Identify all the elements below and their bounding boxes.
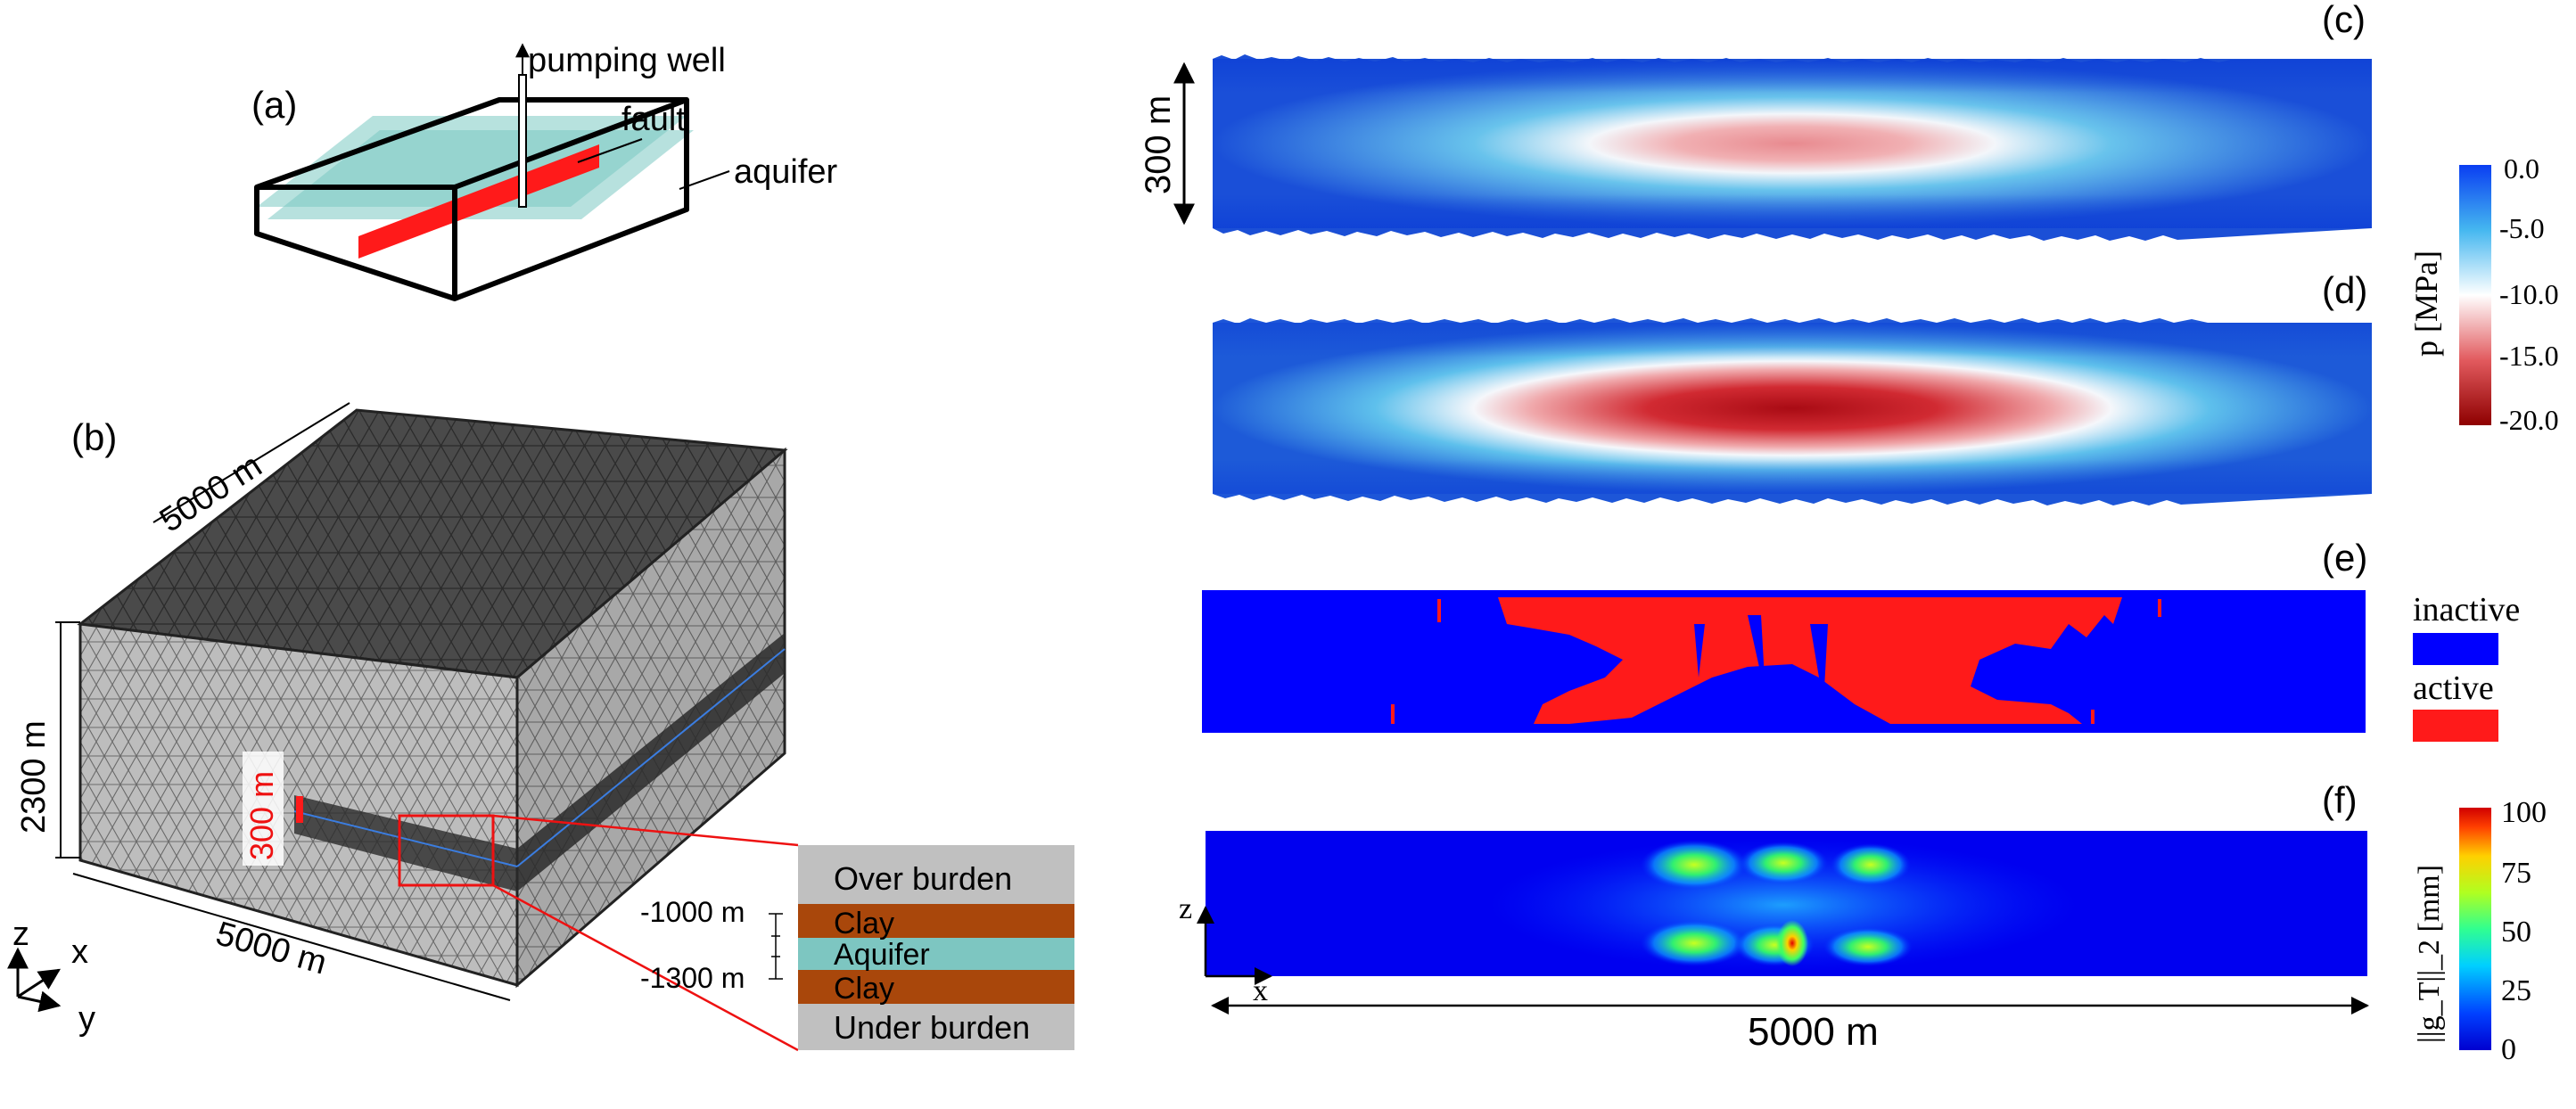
fault-leader-line bbox=[577, 138, 643, 163]
axis-triad bbox=[6, 947, 62, 1013]
pressure-tick-0: 0.0 bbox=[2504, 152, 2539, 185]
panel-f: (f) z x 5000 m bbox=[1179, 779, 2369, 1054]
slip-blob-4 bbox=[1641, 920, 1748, 966]
axis-z-label-f: z bbox=[1179, 892, 1192, 925]
slip-tick-2: 50 bbox=[2501, 916, 2531, 949]
pressure-colorbar-title: p [MPa] bbox=[2408, 251, 2444, 357]
legend-inactive-label: inactive bbox=[2413, 591, 2520, 628]
layer-label-underburden: Under burden bbox=[834, 1009, 1030, 1046]
layer-clay-bottom bbox=[798, 970, 1074, 1004]
layer-label-overburden: Over burden bbox=[834, 860, 1012, 897]
active-spike-3 bbox=[1391, 704, 1395, 724]
aquifer-leader-line bbox=[679, 170, 730, 190]
pressure-tick-2: -10.0 bbox=[2499, 278, 2559, 310]
slip-tick-4: 0 bbox=[2501, 1033, 2516, 1066]
jagged-bottom-edge-c bbox=[1213, 228, 2372, 241]
depth-top-label: -1000 m bbox=[640, 896, 745, 928]
pumping-well bbox=[518, 74, 527, 208]
zoom-line-bottom bbox=[492, 883, 799, 1052]
panel-c-label: (c) bbox=[2322, 0, 2366, 40]
slip-colorbar-title: ||g_T||_2 [mm] bbox=[2413, 865, 2446, 1043]
slip-blob-3 bbox=[1831, 843, 1911, 886]
layer-label-clay-top: Clay bbox=[834, 907, 894, 941]
refined-mesh-band-right bbox=[517, 633, 785, 891]
aquifer-trace-left bbox=[293, 810, 518, 867]
refined-mesh-band-left bbox=[294, 795, 517, 891]
fault-height-label: 300 m bbox=[243, 771, 280, 860]
jagged-bottom-edge-d bbox=[1213, 494, 2372, 505]
legend-active-label: active bbox=[2413, 670, 2494, 707]
inactive-streaks bbox=[1694, 615, 1828, 704]
panel-b-label: (b) bbox=[71, 416, 117, 458]
fault-trace bbox=[296, 796, 303, 823]
layer-label-clay-bottom: Clay bbox=[834, 972, 894, 1006]
layer-clay-top bbox=[798, 904, 1074, 938]
panel-a: (a) pumping well fault aquifer bbox=[251, 42, 838, 301]
pressure-tick-1: -5.0 bbox=[2499, 212, 2545, 244]
aquifer-trace-right bbox=[516, 648, 786, 867]
domain-box bbox=[254, 97, 689, 301]
legend-active-swatch bbox=[2413, 710, 2498, 742]
panel-d: (d) bbox=[1213, 269, 2372, 505]
slip-blob-6 bbox=[1823, 927, 1913, 966]
pressure-tick-3: -15.0 bbox=[2499, 340, 2559, 372]
panel-e: (e) inactive active bbox=[1202, 537, 2520, 742]
layer-overburden bbox=[798, 845, 1074, 904]
panel-f-label: (f) bbox=[2322, 779, 2358, 821]
active-region bbox=[1498, 597, 2122, 724]
layer-underburden bbox=[798, 1004, 1074, 1050]
slip-tick-3: 25 bbox=[2501, 974, 2531, 1007]
zoom-box bbox=[398, 814, 495, 887]
active-spike-4 bbox=[2091, 710, 2095, 724]
pressure-tick-4: -20.0 bbox=[2499, 404, 2559, 436]
slip-colorbar: ||g_T||_2 [mm] 100 75 50 25 0 bbox=[2413, 796, 2547, 1066]
layer-aquifer bbox=[798, 938, 1074, 970]
pressure-colorbar-gradient bbox=[2459, 165, 2491, 425]
axis-y-label: y bbox=[78, 1000, 95, 1038]
dim-line-front bbox=[72, 873, 511, 1001]
slip-peak bbox=[1776, 920, 1808, 966]
dim-label-height: 2300 m bbox=[15, 720, 53, 834]
layer-label-aquifer: Aquifer bbox=[834, 938, 930, 972]
panel-d-label: (d) bbox=[2322, 269, 2367, 311]
slip-tick-0: 100 bbox=[2501, 796, 2547, 829]
slip-tick-1: 75 bbox=[2501, 857, 2531, 890]
pressure-edge-band-d bbox=[1213, 323, 2372, 494]
depth-bottom-label: -1300 m bbox=[640, 962, 745, 994]
panel-a-label: (a) bbox=[251, 84, 297, 126]
zoom-line-top bbox=[492, 814, 799, 847]
aquifer-label: aquifer bbox=[734, 153, 838, 191]
axis-x-label: x bbox=[71, 933, 88, 971]
height-label-c: 300 m bbox=[1139, 95, 1178, 194]
width-label-f: 5000 m bbox=[1748, 1010, 1879, 1054]
panel-c: (c) 300 m bbox=[1139, 0, 2372, 241]
pressure-edge-band-c bbox=[1213, 59, 2372, 228]
depth-scale bbox=[769, 913, 783, 980]
panel-e-label: (e) bbox=[2322, 537, 2367, 579]
slip-colorbar-gradient bbox=[2459, 808, 2491, 1050]
fault-height-box bbox=[243, 752, 284, 866]
legend-inactive-swatch bbox=[2413, 633, 2498, 665]
slip-blob-2 bbox=[1739, 842, 1828, 884]
active-spike-1 bbox=[1437, 599, 1441, 622]
fault-label: fault bbox=[621, 101, 686, 138]
axis-z-label: z bbox=[12, 916, 29, 953]
axis-x-label-f: x bbox=[1253, 974, 1268, 1007]
fault-plane bbox=[358, 144, 599, 259]
jagged-top-edge-c bbox=[1213, 54, 2372, 62]
jagged-top-edge-d bbox=[1213, 318, 2372, 324]
dim-line-top bbox=[152, 402, 350, 523]
panel-b: (b) 300 m 5000 m 2300 m 5000 m bbox=[6, 402, 1074, 1052]
pumping-well-label: pumping well bbox=[528, 42, 726, 79]
pressure-colorbar: p [MPa] 0.0 -5.0 -10.0 -15.0 -20.0 bbox=[2408, 152, 2559, 436]
slip-haze bbox=[1489, 838, 2078, 972]
slip-blob-1 bbox=[1641, 840, 1748, 890]
active-spike-2 bbox=[2158, 599, 2161, 617]
layer-inset: Over burden Clay Aquifer Clay Under burd… bbox=[798, 845, 1074, 1050]
